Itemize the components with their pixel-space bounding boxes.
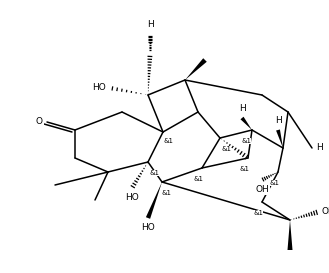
Text: &1: &1	[253, 210, 263, 216]
Text: H: H	[275, 116, 281, 125]
Text: &1: &1	[221, 146, 231, 152]
Text: &1: &1	[164, 138, 174, 144]
Text: OH: OH	[322, 207, 329, 216]
Polygon shape	[276, 129, 283, 148]
Text: HO: HO	[141, 223, 155, 232]
Text: OH: OH	[255, 185, 269, 194]
Text: H: H	[147, 20, 153, 29]
Text: &1: &1	[149, 170, 159, 176]
Text: &1: &1	[269, 180, 279, 186]
Text: O: O	[36, 117, 43, 126]
Text: H: H	[316, 144, 323, 153]
Polygon shape	[185, 58, 207, 80]
Text: H: H	[239, 104, 245, 113]
Text: &1: &1	[241, 138, 251, 144]
Polygon shape	[146, 182, 162, 219]
Text: &1: &1	[239, 166, 249, 172]
Text: HO: HO	[92, 84, 106, 93]
Polygon shape	[288, 220, 292, 250]
Text: &1: &1	[193, 176, 203, 182]
Text: HO: HO	[125, 193, 139, 202]
Text: &1: &1	[161, 190, 171, 196]
Polygon shape	[240, 117, 252, 130]
